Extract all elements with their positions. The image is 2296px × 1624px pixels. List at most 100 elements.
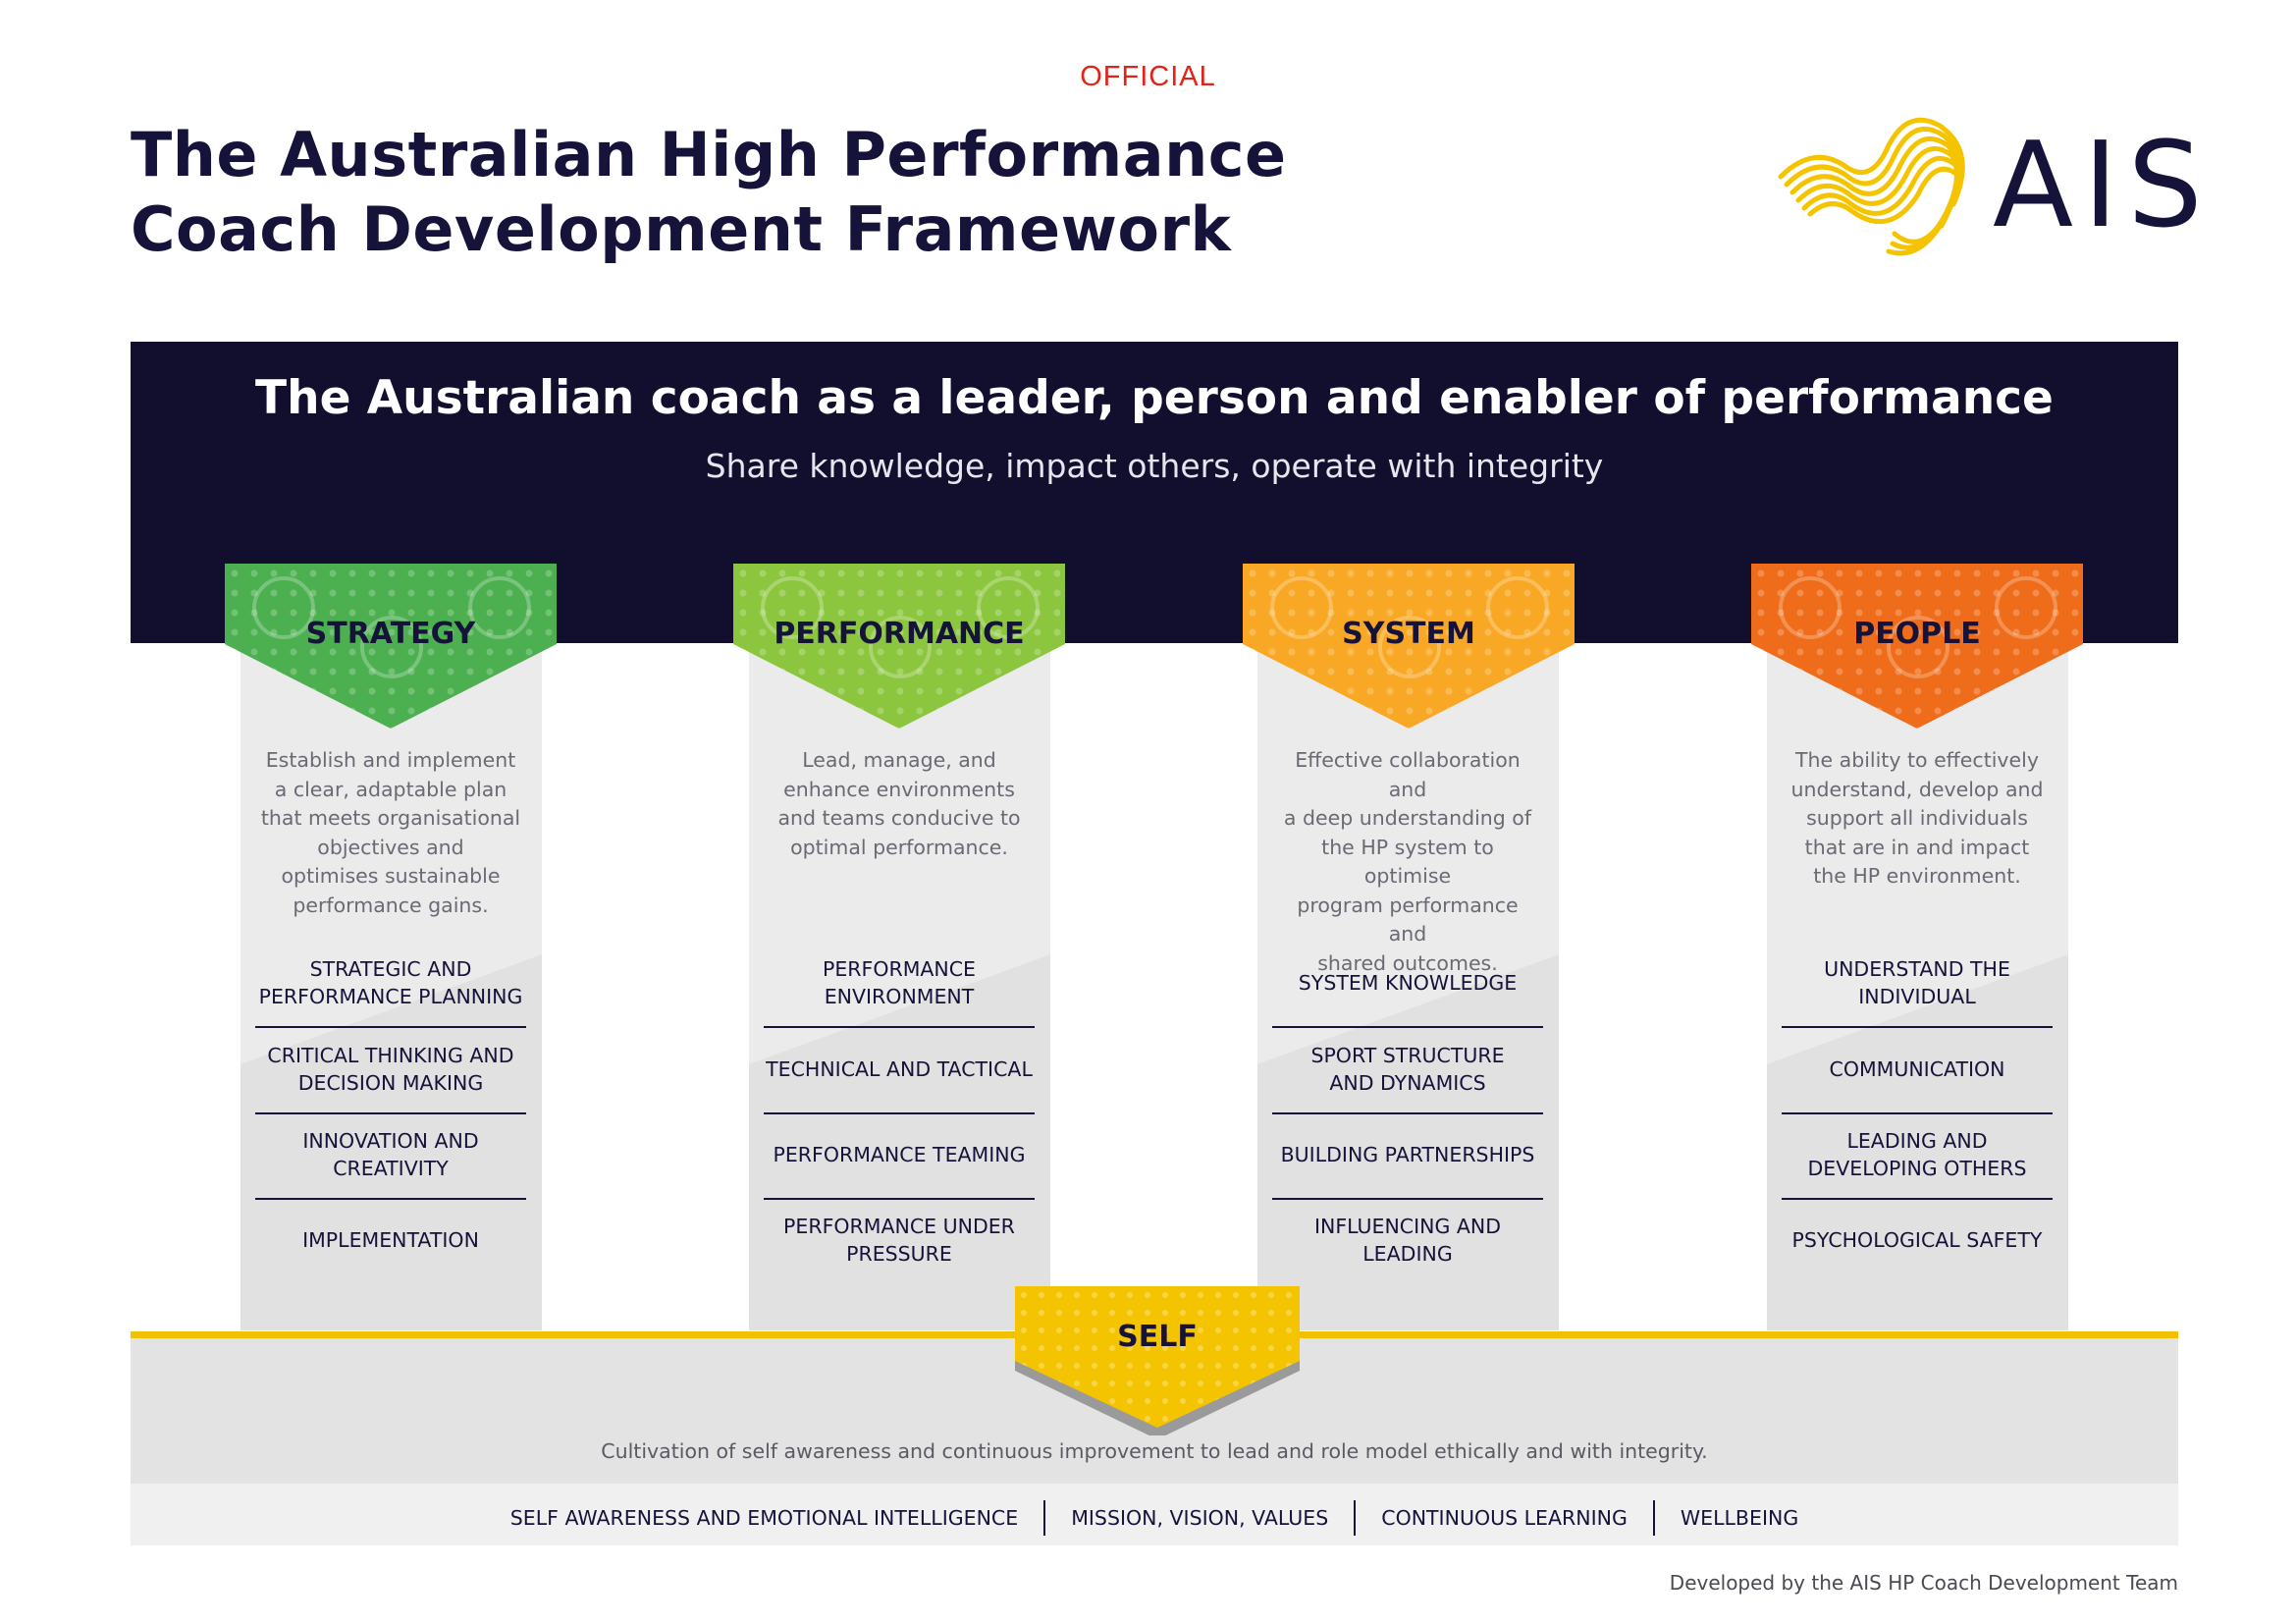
pillar-capability-line: BUILDING PARTNERSHIPS — [1280, 1143, 1535, 1166]
pillar-description-line: that are in and impact — [1804, 835, 2030, 859]
pillar-capability-item: BUILDING PARTNERSHIPS — [1272, 1116, 1543, 1193]
pillar-description-performance: Lead, manage, and enhance environments and… — [767, 746, 1032, 862]
pillar-capability-line: DECISION MAKING — [297, 1071, 484, 1095]
pillar-column-shade — [1257, 918, 1559, 1330]
pillar-capability-text: PERFORMANCE UNDER PRESSURE — [783, 1213, 1015, 1268]
pillar-capability-item: PERFORMANCE UNDER PRESSURE — [764, 1202, 1035, 1278]
pillar-item-divider — [1782, 1026, 2053, 1028]
pillar-capability-item: SPORT STRUCTURE AND DYNAMICS — [1272, 1031, 1543, 1108]
pillar-title-system: SYSTEM — [1342, 617, 1475, 651]
pillar-description-line: that meets organisational — [260, 806, 521, 830]
self-item-separator — [1354, 1500, 1357, 1536]
pillar-item-divider — [1272, 1112, 1543, 1114]
pillar-description-line: understand, develop and — [1790, 777, 2044, 801]
self-capability-item: MISSION, VISION, VALUES — [1071, 1506, 1329, 1530]
title-line-1: The Australian High Performance — [131, 119, 1287, 190]
pillar-capability-line: UNDERSTAND THE — [1824, 957, 2010, 981]
pillar-column-shade — [240, 918, 542, 1330]
pillar-description-line: a clear, adaptable plan — [274, 777, 507, 801]
pillar-capability-line: ENVIRONMENT — [824, 985, 975, 1008]
pillar-description-line: optimal performance. — [790, 835, 1008, 859]
pillar-item-divider — [1782, 1198, 2053, 1200]
pillar-item-divider — [1272, 1026, 1543, 1028]
pillar-capability-text: SPORT STRUCTURE AND DYNAMICS — [1310, 1042, 1504, 1097]
pillar-column-people — [1767, 643, 2068, 1330]
pillar-arrow-system-icon — [1243, 564, 1575, 729]
self-item-separator — [1652, 1500, 1655, 1536]
pillar-capability-text: TECHNICAL AND TACTICAL — [766, 1056, 1033, 1083]
pillar-capability-text: STRATEGIC AND PERFORMANCE PLANNING — [259, 955, 523, 1010]
pillar-capability-line: INNOVATION AND — [302, 1129, 479, 1153]
ais-logo-text: AIS — [1993, 118, 2213, 254]
pillar-description-line: the HP system to optimise — [1321, 835, 1494, 889]
pillar-capability-item: COMMUNICATION — [1782, 1031, 2053, 1108]
page-title: The Australian High Performance Coach De… — [131, 118, 1287, 267]
pillar-capability-line: CREATIVITY — [333, 1157, 449, 1180]
pillar-arrow-strategy-icon — [225, 564, 557, 729]
pillar-capability-item: INFLUENCING AND LEADING — [1272, 1202, 1543, 1278]
pillar-capability-text: BUILDING PARTNERSHIPS — [1281, 1141, 1535, 1168]
pillar-capability-line: STRATEGIC AND — [309, 957, 472, 981]
pillar-capability-line: PSYCHOLOGICAL SAFETY — [1791, 1228, 2043, 1252]
self-description: Cultivation of self awareness and contin… — [601, 1439, 1708, 1463]
pillar-capability-item: PERFORMANCE ENVIRONMENT — [764, 945, 1035, 1021]
pillar-description-line: Lead, manage, and — [802, 748, 996, 772]
pillar-description-line: a deep understanding of — [1283, 806, 1532, 830]
pillar-description-line: enhance environments — [783, 777, 1015, 801]
pillar-capability-line: COMMUNICATION — [1829, 1057, 2005, 1081]
pillar-description-line: shared outcomes. — [1317, 950, 1498, 975]
pillar-column-shade — [749, 918, 1050, 1330]
pillar-arrow-people-icon — [1751, 564, 2083, 729]
pillar-description-line: performance gains. — [293, 893, 489, 917]
pillar-capability-line: PERFORMANCE TEAMING — [773, 1143, 1026, 1166]
pillar-capability-text: INFLUENCING AND LEADING — [1272, 1213, 1543, 1268]
pillar-description-line: the HP environment. — [1813, 864, 2021, 888]
ais-ribbon-logo-icon — [1778, 117, 1965, 256]
footer-credit: Developed by the AIS HP Coach Developmen… — [1669, 1571, 2178, 1595]
pillar-capability-text: COMMUNICATION — [1830, 1056, 2005, 1083]
pillar-capability-item: CRITICAL THINKING AND DECISION MAKING — [255, 1031, 526, 1108]
pillar-title-performance: PERFORMANCE — [774, 617, 1025, 651]
banner-subtitle: Share knowledge, impact others, operate … — [705, 447, 1604, 485]
self-items: SELF AWARENESS AND EMOTIONAL INTELLIGENC… — [131, 1500, 2178, 1536]
pillar-item-divider — [764, 1198, 1035, 1200]
self-capability-item: CONTINUOUS LEARNING — [1381, 1506, 1628, 1530]
self-item-separator — [1043, 1500, 1046, 1536]
self-label: SELF — [1117, 1320, 1198, 1354]
pillar-capability-text: PERFORMANCE ENVIRONMENT — [823, 955, 976, 1010]
pillar-item-divider — [255, 1112, 526, 1114]
pillar-capability-text: PSYCHOLOGICAL SAFETY — [1792, 1226, 2043, 1254]
pillar-capability-line: CRITICAL THINKING AND — [267, 1044, 514, 1067]
pillar-item-divider — [1272, 1198, 1543, 1200]
pillar-capability-item: INNOVATION AND CREATIVITY — [255, 1116, 526, 1193]
pillar-capability-line: PERFORMANCE — [822, 957, 977, 981]
pillar-capability-line: SYSTEM KNOWLEDGE — [1298, 971, 1518, 995]
pillar-description-system: Effective collaboration and a deep unders… — [1275, 746, 1540, 978]
pillar-arrow-performance-icon — [733, 564, 1065, 729]
pillar-item-divider — [255, 1198, 526, 1200]
pillar-capability-item: LEADING AND DEVELOPING OTHERS — [1782, 1116, 2053, 1193]
self-items-band — [131, 1484, 2178, 1545]
pillar-column-strategy — [240, 643, 542, 1330]
pillar-capability-text: UNDERSTAND THE INDIVIDUAL — [1824, 955, 2010, 1010]
self-arrow-icon — [1015, 1286, 1300, 1435]
pillar-capability-line: SPORT STRUCTURE — [1310, 1044, 1505, 1067]
pillar-column-shade — [1767, 918, 2068, 1330]
pillar-description-line: optimises sustainable — [281, 864, 501, 888]
pillar-capability-line: PERFORMANCE PLANNING — [258, 985, 523, 1008]
pillar-capability-text: SYSTEM KNOWLEDGE — [1299, 969, 1517, 997]
pillar-title-people: PEOPLE — [1853, 617, 1981, 651]
pillar-capability-text: CRITICAL THINKING AND DECISION MAKING — [267, 1042, 513, 1097]
pillar-capability-line: IMPLEMENTATION — [302, 1228, 479, 1252]
pillar-title-strategy: STRATEGY — [305, 617, 476, 651]
pillar-description-line: support all individuals — [1806, 806, 2028, 830]
pillar-capability-line: DEVELOPING OTHERS — [1807, 1157, 2027, 1180]
pillar-capability-item: SYSTEM KNOWLEDGE — [1272, 945, 1543, 1021]
self-capability-item: WELLBEING — [1680, 1506, 1799, 1530]
pillar-item-divider — [1782, 1112, 2053, 1114]
pillar-description-line: program performance and — [1297, 893, 1519, 947]
pillar-description-people: The ability to effectively understand, de… — [1785, 746, 2050, 892]
pillar-capability-item: STRATEGIC AND PERFORMANCE PLANNING — [255, 945, 526, 1021]
pillar-item-divider — [764, 1026, 1035, 1028]
pillar-capability-line: TECHNICAL AND TACTICAL — [766, 1057, 1033, 1081]
